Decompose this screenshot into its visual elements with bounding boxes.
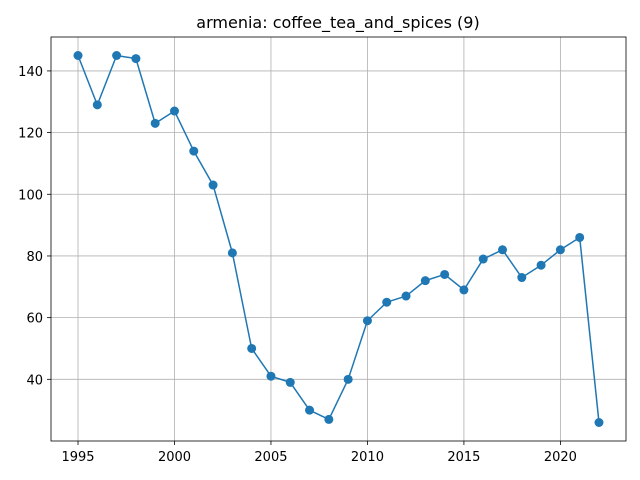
y-tick-label: 120 bbox=[18, 127, 43, 142]
tick-group: 1995 2000 2005 2010 2015 2020 40 60 80 100 120 140 bbox=[18, 65, 577, 465]
data-point bbox=[594, 417, 604, 427]
data-point bbox=[536, 260, 546, 270]
data-point bbox=[131, 54, 141, 64]
y-tick-label: 60 bbox=[26, 312, 43, 327]
data-point bbox=[362, 316, 372, 326]
data-point bbox=[555, 245, 565, 255]
data-point bbox=[305, 405, 315, 415]
y-tick-label: 80 bbox=[26, 250, 43, 265]
data-point bbox=[382, 297, 392, 307]
data-point bbox=[575, 232, 585, 242]
data-point bbox=[478, 254, 488, 264]
x-tick-label: 2005 bbox=[254, 450, 287, 465]
data-point bbox=[459, 285, 469, 295]
data-point bbox=[324, 414, 334, 424]
data-point bbox=[343, 374, 353, 384]
data-point bbox=[150, 118, 160, 128]
x-tick-label: 2010 bbox=[351, 450, 384, 465]
series-line bbox=[77, 54, 600, 423]
axes-frame bbox=[50, 36, 627, 442]
data-point bbox=[227, 248, 237, 258]
x-tick-label: 2000 bbox=[158, 450, 191, 465]
chart-title: armenia: coffee_tea_and_spices (9) bbox=[196, 13, 479, 33]
data-point bbox=[285, 377, 295, 387]
data-point bbox=[112, 51, 122, 61]
plot-frame bbox=[50, 36, 627, 442]
data-point bbox=[208, 180, 218, 190]
y-tick-label: 100 bbox=[18, 188, 43, 203]
data-point bbox=[169, 106, 179, 116]
data-point bbox=[420, 276, 430, 286]
data-point bbox=[440, 269, 450, 279]
data-point bbox=[498, 245, 508, 255]
series-group bbox=[73, 51, 604, 427]
data-point bbox=[266, 371, 276, 381]
y-tick-label: 140 bbox=[18, 65, 43, 80]
data-point bbox=[92, 100, 102, 110]
y-tick-label: 40 bbox=[26, 373, 43, 388]
grid-lines bbox=[51, 37, 626, 441]
x-tick-label: 2015 bbox=[447, 450, 480, 465]
data-point bbox=[247, 343, 257, 353]
data-point bbox=[73, 51, 83, 61]
x-tick-label: 2020 bbox=[544, 450, 577, 465]
data-point bbox=[401, 291, 411, 301]
data-point bbox=[189, 146, 199, 156]
x-tick-label: 1995 bbox=[61, 450, 94, 465]
data-point bbox=[517, 273, 527, 283]
